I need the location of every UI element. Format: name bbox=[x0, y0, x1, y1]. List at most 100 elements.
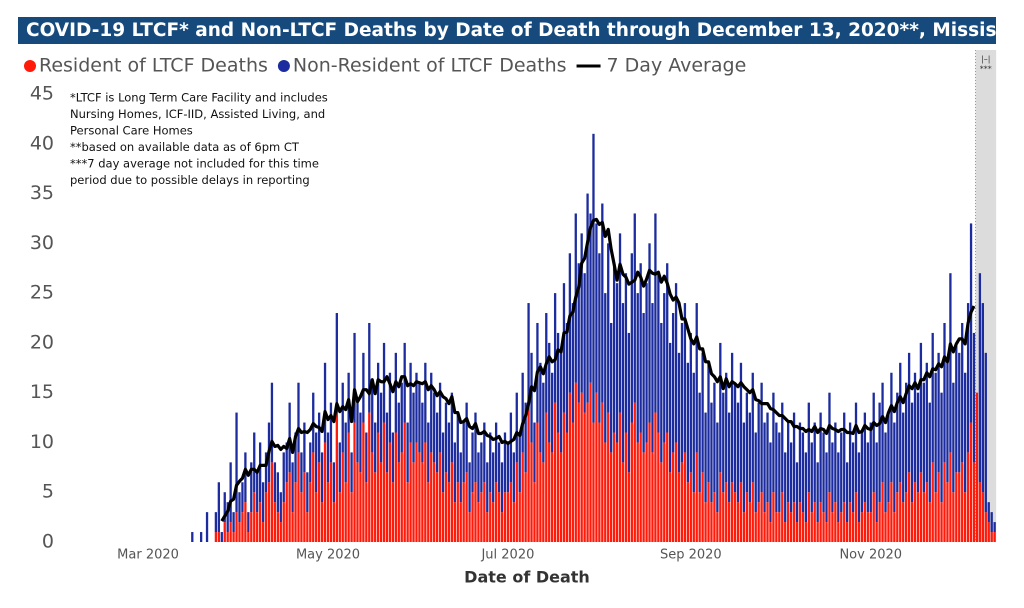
bar bbox=[258, 502, 262, 542]
bar bbox=[586, 193, 589, 403]
bar bbox=[261, 522, 265, 542]
bar bbox=[760, 382, 763, 493]
bar bbox=[819, 412, 822, 503]
bar bbox=[191, 532, 194, 542]
bar bbox=[969, 422, 973, 542]
bar bbox=[633, 213, 636, 403]
bar bbox=[831, 512, 834, 542]
bar bbox=[710, 402, 713, 503]
bar bbox=[344, 422, 347, 483]
bar bbox=[713, 492, 716, 542]
bar bbox=[229, 522, 232, 542]
bar bbox=[955, 342, 958, 473]
bar bbox=[486, 462, 489, 513]
bar bbox=[580, 233, 583, 393]
bar bbox=[698, 392, 701, 493]
bar bbox=[913, 482, 917, 542]
bar bbox=[651, 303, 654, 453]
bar bbox=[710, 502, 713, 542]
bar bbox=[604, 293, 607, 443]
bar bbox=[441, 432, 445, 493]
bar bbox=[521, 452, 524, 542]
bar bbox=[412, 462, 415, 542]
bar bbox=[506, 442, 510, 493]
bar bbox=[294, 432, 297, 483]
bar bbox=[728, 502, 731, 542]
bar bbox=[798, 502, 802, 542]
bar bbox=[905, 492, 908, 542]
bar bbox=[789, 442, 793, 513]
bar bbox=[341, 382, 344, 453]
bar bbox=[666, 432, 669, 542]
bar bbox=[214, 512, 218, 533]
bar bbox=[385, 472, 389, 542]
bar bbox=[494, 482, 498, 542]
bar bbox=[940, 392, 943, 503]
bar bbox=[645, 442, 648, 542]
bar bbox=[444, 472, 448, 542]
bar bbox=[244, 452, 247, 503]
bar bbox=[725, 372, 728, 483]
bar bbox=[462, 482, 465, 542]
bar bbox=[595, 223, 598, 393]
bar bbox=[509, 482, 513, 542]
bar bbox=[589, 213, 592, 383]
bar bbox=[913, 372, 917, 483]
bar bbox=[223, 492, 226, 523]
bar bbox=[409, 442, 412, 542]
bar bbox=[300, 492, 303, 542]
bar bbox=[674, 283, 678, 443]
bar bbox=[733, 492, 737, 542]
bar bbox=[837, 452, 840, 523]
bar bbox=[801, 512, 805, 542]
bar bbox=[427, 422, 430, 483]
bar bbox=[542, 462, 545, 542]
bar bbox=[966, 303, 970, 453]
bar bbox=[704, 502, 707, 542]
bar bbox=[916, 392, 920, 493]
bar bbox=[754, 512, 757, 542]
bar bbox=[362, 422, 365, 542]
bar bbox=[648, 422, 651, 542]
average-line bbox=[220, 217, 976, 522]
bar bbox=[435, 472, 439, 542]
bar bbox=[686, 482, 690, 542]
y-tick-label: 5 bbox=[42, 481, 54, 503]
bar bbox=[695, 303, 698, 453]
bar bbox=[698, 492, 701, 542]
chart-title: COVID-19 LTCF* and Non-LTCF Deaths by Da… bbox=[26, 20, 1024, 41]
bar bbox=[680, 322, 684, 463]
bar bbox=[374, 422, 377, 473]
bar bbox=[928, 502, 931, 542]
bar bbox=[654, 213, 657, 413]
bar bbox=[253, 432, 256, 493]
bar bbox=[217, 482, 220, 533]
bar bbox=[627, 332, 631, 473]
bar bbox=[232, 512, 235, 533]
bar bbox=[326, 482, 330, 542]
bar bbox=[291, 512, 294, 542]
bar bbox=[778, 512, 781, 542]
x-tick-label: Mar 2020 bbox=[117, 548, 179, 563]
bar bbox=[952, 382, 955, 493]
bar bbox=[615, 442, 619, 542]
bar bbox=[899, 362, 902, 483]
bar bbox=[792, 412, 796, 503]
bar bbox=[781, 492, 784, 542]
annotation: *LTCF is Long Term Care Facility and inc… bbox=[70, 91, 328, 105]
bar bbox=[492, 452, 495, 503]
y-tick-label: 40 bbox=[30, 132, 54, 154]
bar bbox=[981, 303, 985, 493]
bar bbox=[610, 322, 613, 453]
bar bbox=[660, 462, 663, 542]
bar bbox=[459, 502, 462, 542]
bar bbox=[993, 522, 996, 533]
bar bbox=[843, 502, 846, 542]
bar bbox=[781, 402, 784, 493]
bar bbox=[371, 382, 374, 453]
bar bbox=[450, 392, 454, 463]
bar bbox=[474, 412, 477, 483]
bar bbox=[474, 482, 477, 542]
bar bbox=[633, 402, 636, 542]
legend-label: Non-Resident of LTCF Deaths bbox=[293, 55, 567, 77]
